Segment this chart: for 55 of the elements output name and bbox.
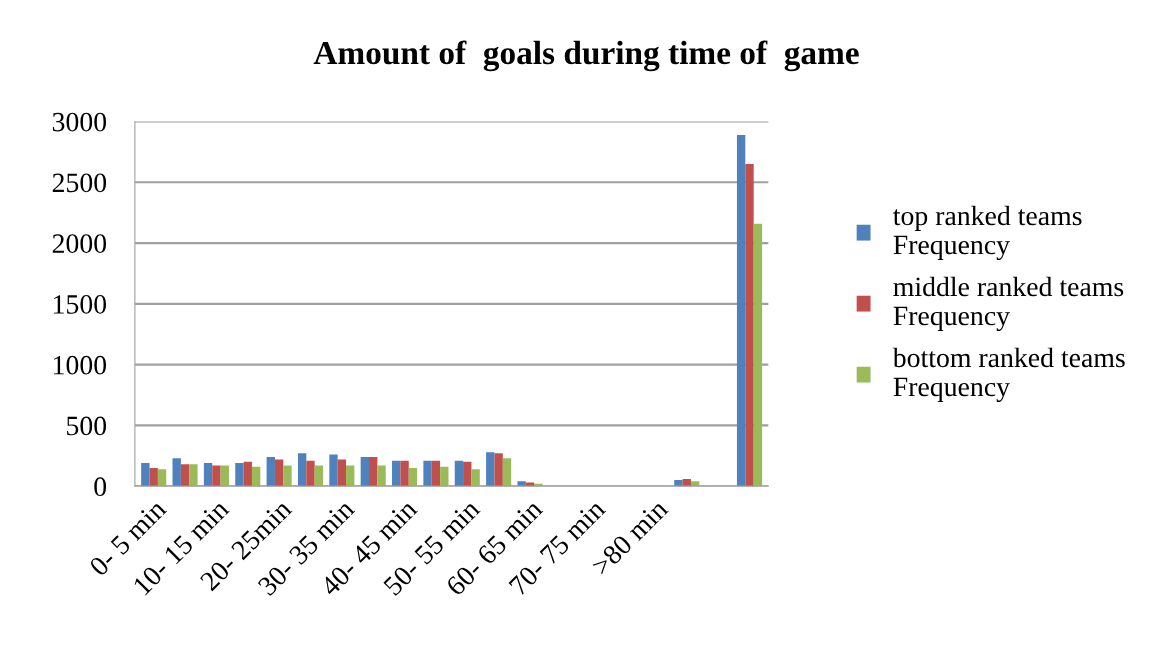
bar [346, 465, 355, 487]
bar [736, 134, 746, 487]
bar [212, 465, 221, 487]
bar [440, 466, 449, 487]
bar [172, 458, 181, 487]
y-tick-label: 1000 [54, 355, 107, 375]
bar [534, 483, 543, 487]
bar [235, 463, 244, 487]
bar [306, 460, 315, 487]
bar [690, 481, 700, 487]
bar [454, 460, 464, 487]
bar [486, 452, 495, 487]
bar [745, 164, 754, 487]
bar [297, 453, 307, 487]
bar [141, 463, 150, 487]
legend-label: top ranked teams Frequency [893, 205, 1082, 261]
bar [314, 465, 324, 487]
bar [753, 223, 763, 487]
y-tick-label: 2000 [52, 234, 107, 253]
y-tick-label: 500 [67, 416, 107, 436]
bar [220, 465, 229, 487]
bar [283, 465, 292, 487]
bar [149, 467, 158, 487]
bar [463, 461, 472, 487]
bar [423, 460, 432, 487]
bar [674, 480, 683, 487]
bar [243, 461, 252, 487]
bar [274, 459, 284, 487]
bar [369, 457, 378, 487]
bar [517, 481, 526, 487]
y-tick-label: 0 [94, 477, 107, 497]
bar [157, 469, 167, 487]
bar [408, 467, 418, 487]
chart-title: Amount of goals during time of game [313, 40, 859, 72]
bar [471, 469, 480, 487]
bar [400, 460, 409, 487]
bar [251, 466, 261, 487]
bar [431, 460, 441, 487]
bar [494, 453, 503, 487]
bar [360, 457, 370, 487]
bar [377, 465, 386, 487]
bar [502, 458, 512, 487]
y-tick-label: 3000 [52, 112, 107, 132]
y-tick-label: 1500 [54, 295, 107, 314]
bar [266, 457, 275, 487]
bar [180, 464, 190, 487]
legend-label: middle ranked teams Frequency [893, 276, 1124, 332]
bar [329, 454, 338, 487]
bar [203, 463, 213, 487]
y-tick-label: 2500 [52, 173, 107, 193]
legend-label: bottom ranked teams Frequency [892, 347, 1125, 402]
bar [189, 464, 198, 487]
bar [337, 459, 347, 487]
bar [682, 478, 691, 487]
bar [392, 460, 401, 487]
